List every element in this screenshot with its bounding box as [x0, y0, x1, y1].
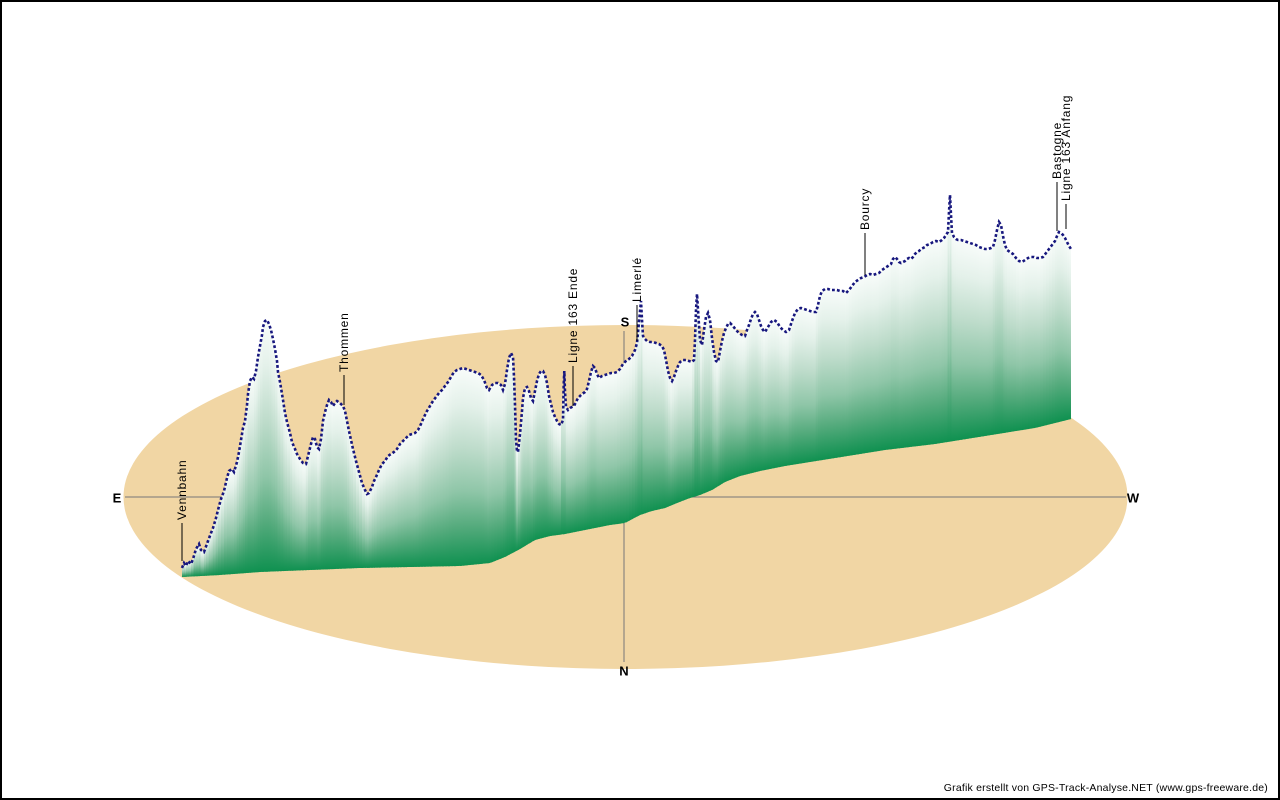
- ribbon-slice: [653, 342, 657, 511]
- ribbon-slice: [218, 497, 222, 576]
- waypoint-label: Vennbahn: [175, 460, 189, 520]
- compass-label-west: W: [1126, 490, 1140, 506]
- ribbon-slice: [1025, 257, 1029, 430]
- ribbon-slice: [1019, 261, 1023, 431]
- waypoint-label: Thommen: [337, 312, 351, 372]
- credit-text: Grafik erstellt von GPS-Track-Analyse.NE…: [943, 782, 1268, 794]
- ribbon-slice: [1010, 252, 1014, 432]
- ribbon-slice: [605, 373, 609, 526]
- ribbon-slice: [308, 441, 312, 571]
- ribbon-slice: [1022, 259, 1026, 431]
- ribbon-slice: [356, 461, 360, 569]
- ribbon-slice: [617, 367, 621, 525]
- ribbon-slice: [686, 360, 690, 500]
- ribbon-slice: [287, 422, 291, 571]
- ribbon-slice: [1040, 256, 1044, 427]
- ribbon-slice: [1043, 252, 1047, 426]
- ribbon-slice: [602, 374, 606, 527]
- ribbon-slice: [650, 342, 654, 512]
- compass-label-north: N: [619, 663, 629, 679]
- ribbon-slice: [224, 475, 228, 575]
- ribbon-slice: [611, 372, 615, 525]
- track-line: [180, 194, 1073, 569]
- waypoint-label: Limerlé: [630, 257, 644, 302]
- ribbon-slice: [1028, 257, 1032, 430]
- ribbon-slice: [1070, 247, 1071, 420]
- ribbon-slice: [353, 449, 357, 569]
- compass-label-east: E: [112, 490, 122, 506]
- ribbon-slice: [188, 561, 192, 577]
- ribbon-slice: [632, 347, 636, 520]
- ribbon-slice: [1013, 254, 1017, 432]
- ribbon-slice: [614, 371, 618, 525]
- ribbon-slice: [626, 358, 630, 523]
- compass-label-south: S: [620, 314, 630, 330]
- ribbon-slice: [623, 360, 627, 524]
- ribbon-slice: [599, 375, 603, 528]
- ribbon-slice: [647, 341, 651, 513]
- ribbon-slice: [680, 360, 684, 502]
- ribbon-slice: [1031, 257, 1035, 429]
- ribbon-slice: [629, 354, 633, 521]
- ribbon-slice: [656, 343, 660, 511]
- ribbon-slice: [608, 373, 612, 526]
- ribbon-slice: [1037, 257, 1041, 428]
- ribbon-slice: [1049, 244, 1053, 425]
- waypoint-label: Bastogne: [1050, 122, 1064, 179]
- ribbon-slice: [689, 361, 693, 499]
- ribbon-slice: [659, 344, 663, 510]
- ribbon-slice: [221, 487, 225, 575]
- waypoint-label: Bourcy: [858, 188, 872, 230]
- ribbon-slice: [362, 483, 366, 568]
- waypoint-markers: Vennbahn Thommen Ligne 163 Ende Limerlé Bour…: [175, 95, 1073, 561]
- ribbon-slice: [1016, 258, 1020, 432]
- ribbon-slice: [1052, 239, 1056, 424]
- ribbon-slice: [620, 363, 624, 524]
- ribbon-slice: [683, 360, 687, 501]
- ribbon-slice: [1034, 257, 1038, 429]
- ribbon-slice: [1007, 250, 1011, 433]
- waypoint-label: Ligne 163 Anfang: [1059, 95, 1073, 201]
- waypoint-label: Ligne 163 Ende: [566, 268, 580, 363]
- ribbon-slice: [1046, 248, 1050, 426]
- ribbon-slice: [359, 472, 363, 569]
